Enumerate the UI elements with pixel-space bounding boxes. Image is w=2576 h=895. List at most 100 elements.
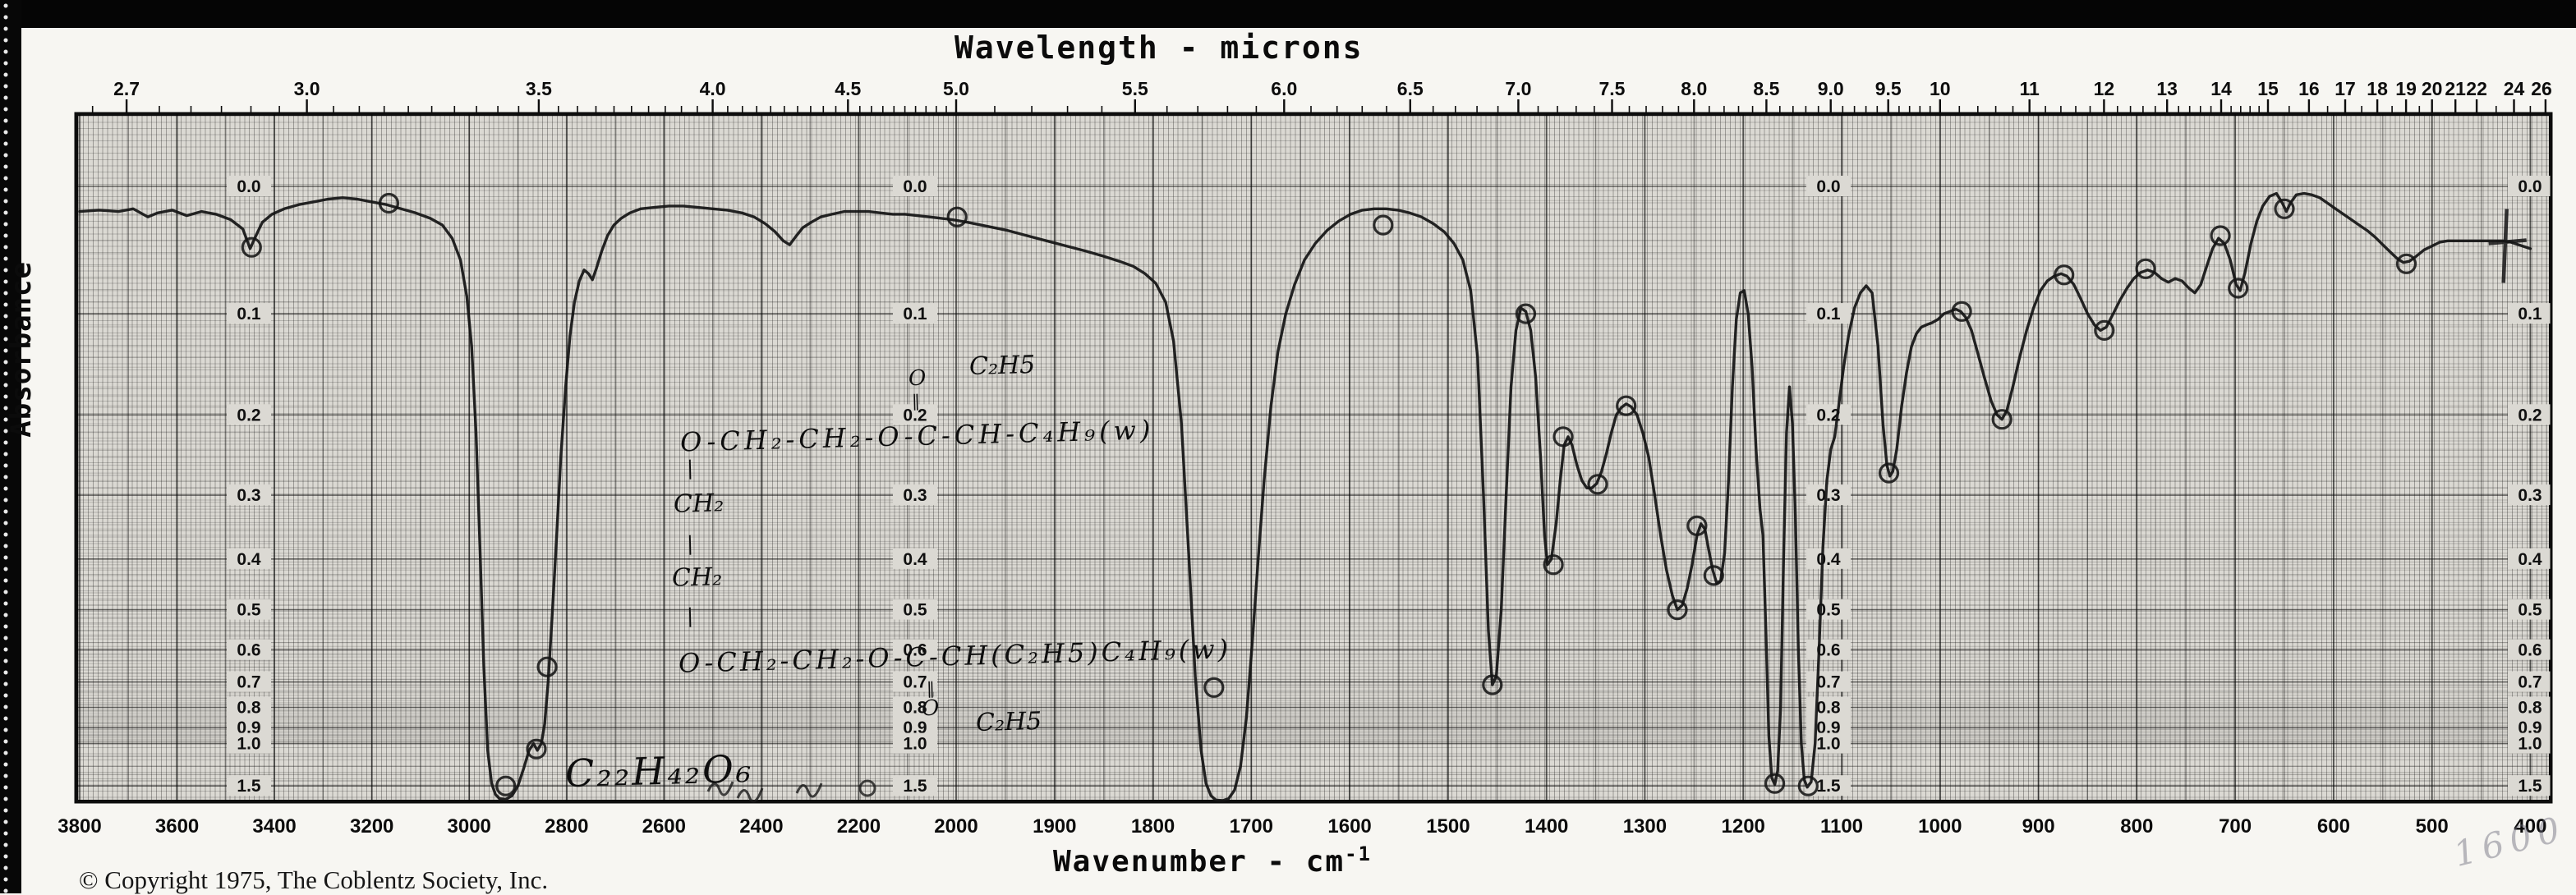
svg-text:0.0: 0.0 bbox=[903, 177, 927, 196]
svg-text:3.5: 3.5 bbox=[526, 78, 552, 99]
absorbance-minor-gridlines bbox=[76, 200, 2551, 782]
svg-text:11: 11 bbox=[2020, 78, 2040, 99]
svg-text:6.0: 6.0 bbox=[1271, 78, 1297, 99]
svg-text:1.0: 1.0 bbox=[237, 735, 260, 754]
handwritten-bond-2: | bbox=[686, 531, 694, 556]
svg-text:0.1: 0.1 bbox=[237, 305, 261, 324]
svg-text:0.5: 0.5 bbox=[1816, 601, 1841, 620]
svg-text:3.0: 3.0 bbox=[294, 78, 320, 99]
svg-text:0.2: 0.2 bbox=[1816, 406, 1840, 425]
svg-text:1500: 1500 bbox=[1426, 815, 1470, 838]
svg-text:13: 13 bbox=[2156, 78, 2178, 99]
handwritten-chain-ch2-a: CH₂ bbox=[673, 489, 724, 519]
svg-text:0.4: 0.4 bbox=[903, 550, 927, 569]
svg-text:0.3: 0.3 bbox=[903, 486, 927, 505]
svg-text:0.3: 0.3 bbox=[2518, 486, 2542, 505]
svg-text:6.5: 6.5 bbox=[1397, 78, 1424, 99]
wavenumber-tick-labels: 3800 3600 3400 3200 3000 2800 2600 2400 2200 2000… bbox=[58, 815, 2546, 838]
svg-text:0.9: 0.9 bbox=[903, 718, 927, 737]
svg-text:16: 16 bbox=[2298, 78, 2320, 99]
svg-text:2400: 2400 bbox=[739, 815, 783, 838]
svg-text:800: 800 bbox=[2120, 815, 2153, 838]
svg-text:0.3: 0.3 bbox=[237, 486, 260, 505]
handwritten-chain-ch2-b: CH₂ bbox=[671, 562, 723, 593]
svg-text:0.9: 0.9 bbox=[237, 718, 260, 737]
svg-text:1400: 1400 bbox=[1525, 815, 1568, 838]
svg-text:1600: 1600 bbox=[1327, 815, 1371, 838]
svg-text:0.8: 0.8 bbox=[2518, 699, 2542, 718]
svg-text:5.5: 5.5 bbox=[1122, 78, 1148, 99]
svg-text:0.4: 0.4 bbox=[237, 550, 261, 569]
svg-text:0.2: 0.2 bbox=[2518, 406, 2542, 425]
svg-text:1.5: 1.5 bbox=[237, 777, 261, 796]
svg-text:1800: 1800 bbox=[1131, 815, 1175, 838]
handwritten-double-bond-top: ‖ bbox=[911, 390, 921, 411]
plot-border bbox=[74, 112, 2553, 804]
svg-text:0.3: 0.3 bbox=[1816, 486, 1840, 505]
svg-text:10: 10 bbox=[1930, 78, 1951, 99]
svg-text:1.5: 1.5 bbox=[903, 777, 927, 796]
svg-text:3000: 3000 bbox=[448, 815, 491, 838]
handwritten-double-bond-bottom: ‖ bbox=[926, 677, 936, 699]
svg-text:1700: 1700 bbox=[1230, 815, 1273, 838]
svg-text:0.2: 0.2 bbox=[237, 406, 260, 425]
svg-text:0.9: 0.9 bbox=[1816, 718, 1840, 737]
svg-text:22: 22 bbox=[2466, 78, 2487, 99]
svg-text:0.1: 0.1 bbox=[1816, 305, 1841, 324]
svg-text:19: 19 bbox=[2395, 78, 2417, 99]
svg-text:0.6: 0.6 bbox=[903, 641, 927, 660]
svg-text:0.6: 0.6 bbox=[237, 641, 260, 660]
svg-text:2600: 2600 bbox=[642, 815, 686, 838]
svg-text:8.5: 8.5 bbox=[1753, 78, 1779, 99]
svg-text:0.9: 0.9 bbox=[2518, 718, 2542, 737]
svg-text:0.4: 0.4 bbox=[2518, 550, 2542, 569]
svg-text:18: 18 bbox=[2367, 78, 2388, 99]
wavelength-axis-title: Wavelength - microns bbox=[954, 30, 1364, 66]
svg-text:5.0: 5.0 bbox=[943, 78, 969, 99]
svg-text:0.7: 0.7 bbox=[237, 673, 260, 692]
handwritten-ethyl-superscript: C₂H5 bbox=[968, 350, 1036, 382]
svg-text:24: 24 bbox=[2504, 78, 2525, 99]
svg-text:2000: 2000 bbox=[934, 815, 978, 838]
svg-text:7.0: 7.0 bbox=[1505, 78, 1531, 99]
svg-text:17: 17 bbox=[2334, 78, 2356, 99]
svg-text:0.5: 0.5 bbox=[903, 601, 927, 620]
wavenumber-axis-title: Wavenumber - cm-1 bbox=[1053, 842, 1373, 879]
svg-text:1.0: 1.0 bbox=[903, 735, 927, 754]
svg-text:15: 15 bbox=[2257, 78, 2279, 99]
svg-text:7.5: 7.5 bbox=[1599, 78, 1626, 99]
svg-text:1.5: 1.5 bbox=[2518, 777, 2542, 796]
svg-text:0.2: 0.2 bbox=[903, 406, 927, 425]
svg-text:0.7: 0.7 bbox=[2518, 673, 2542, 692]
handwritten-carbonyl-o-top: O bbox=[908, 365, 927, 392]
svg-text:3200: 3200 bbox=[350, 815, 393, 838]
svg-text:3400: 3400 bbox=[252, 815, 296, 838]
svg-text:1.0: 1.0 bbox=[2518, 735, 2542, 754]
svg-text:12: 12 bbox=[2094, 78, 2115, 99]
svg-text:500: 500 bbox=[2416, 815, 2449, 838]
svg-text:0.0: 0.0 bbox=[1816, 177, 1840, 196]
svg-text:3800: 3800 bbox=[58, 815, 101, 838]
svg-text:1.5: 1.5 bbox=[1816, 777, 1841, 796]
svg-text:0.5: 0.5 bbox=[2518, 601, 2542, 620]
svg-text:1300: 1300 bbox=[1623, 815, 1667, 838]
svg-text:0.8: 0.8 bbox=[1816, 699, 1841, 718]
svg-text:21: 21 bbox=[2445, 78, 2466, 99]
svg-text:8.0: 8.0 bbox=[1681, 78, 1707, 99]
svg-text:2200: 2200 bbox=[837, 815, 881, 838]
svg-text:0.0: 0.0 bbox=[2518, 177, 2542, 196]
handwritten-carbonyl-o-bottom: O bbox=[921, 695, 940, 722]
svg-text:4.5: 4.5 bbox=[835, 78, 861, 99]
svg-text:0.7: 0.7 bbox=[903, 673, 927, 692]
svg-text:1100: 1100 bbox=[1820, 815, 1863, 838]
svg-text:1900: 1900 bbox=[1033, 815, 1076, 838]
svg-text:4.0: 4.0 bbox=[700, 78, 726, 99]
svg-text:1000: 1000 bbox=[1918, 815, 1962, 838]
handwritten-molecular-formula: C₂₂H₄₂O₆ bbox=[564, 746, 754, 796]
svg-text:9.0: 9.0 bbox=[1818, 78, 1844, 99]
wavelength-tick-labels: 2.7 3.0 3.5 4.0 4.5 5.0 5.5 6.0 6.5 7.0 7.5 8.0 8.5 9… bbox=[113, 78, 2552, 99]
svg-text:0.5: 0.5 bbox=[237, 601, 261, 620]
svg-text:14: 14 bbox=[2210, 78, 2232, 99]
